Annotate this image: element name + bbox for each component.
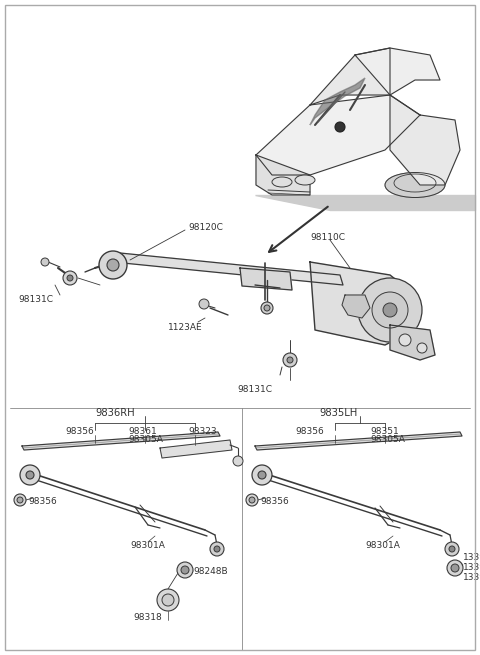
Circle shape [445, 542, 459, 556]
Text: 1339CD: 1339CD [463, 574, 480, 582]
Circle shape [258, 471, 266, 479]
Polygon shape [255, 432, 462, 450]
Text: 1339GH: 1339GH [463, 563, 480, 572]
Polygon shape [255, 195, 475, 210]
Circle shape [449, 546, 455, 552]
Circle shape [162, 594, 174, 606]
Polygon shape [256, 95, 420, 175]
Text: 98120C: 98120C [188, 223, 223, 233]
Text: 1339GA: 1339GA [463, 553, 480, 563]
Circle shape [41, 258, 49, 266]
Text: 98305A: 98305A [370, 436, 405, 445]
Polygon shape [390, 325, 435, 360]
Circle shape [372, 292, 408, 328]
Circle shape [233, 456, 243, 466]
Text: 98351: 98351 [370, 428, 399, 436]
Polygon shape [110, 252, 343, 285]
Text: 9836RH: 9836RH [95, 408, 135, 418]
Circle shape [358, 278, 422, 342]
Circle shape [335, 122, 345, 132]
Text: 9835LH: 9835LH [319, 408, 357, 418]
Text: 1123AE: 1123AE [168, 322, 203, 331]
Circle shape [283, 353, 297, 367]
Text: 98131C: 98131C [18, 295, 53, 305]
Circle shape [246, 494, 258, 506]
Circle shape [17, 497, 23, 503]
Circle shape [157, 589, 179, 611]
Text: 98301A: 98301A [130, 540, 165, 550]
Circle shape [67, 275, 73, 281]
Circle shape [26, 471, 34, 479]
Circle shape [20, 465, 40, 485]
Polygon shape [160, 440, 232, 458]
Text: 98305A: 98305A [128, 436, 163, 445]
Text: 98248B: 98248B [193, 567, 228, 576]
Polygon shape [310, 48, 390, 105]
Text: 98356: 98356 [295, 428, 324, 436]
Polygon shape [240, 268, 292, 290]
Text: 98356: 98356 [260, 496, 289, 506]
Polygon shape [310, 78, 365, 125]
Polygon shape [310, 262, 415, 345]
Text: 98361: 98361 [128, 428, 157, 436]
Text: 98356: 98356 [65, 428, 94, 436]
Circle shape [63, 271, 77, 285]
Polygon shape [355, 48, 440, 95]
Text: 98110C: 98110C [310, 233, 345, 242]
Polygon shape [390, 95, 460, 185]
Circle shape [181, 566, 189, 574]
Circle shape [264, 305, 270, 311]
Circle shape [199, 299, 209, 309]
Circle shape [107, 259, 119, 271]
Circle shape [252, 465, 272, 485]
Polygon shape [256, 155, 310, 195]
Ellipse shape [272, 177, 292, 187]
Text: 98131C: 98131C [238, 386, 273, 394]
Circle shape [14, 494, 26, 506]
Ellipse shape [385, 172, 445, 198]
Circle shape [447, 560, 463, 576]
Text: 98318: 98318 [133, 614, 162, 622]
Circle shape [399, 334, 411, 346]
Circle shape [249, 497, 255, 503]
Circle shape [210, 542, 224, 556]
Circle shape [177, 562, 193, 578]
Text: 98323: 98323 [188, 428, 216, 436]
Circle shape [99, 251, 127, 279]
Circle shape [451, 564, 459, 572]
Circle shape [261, 302, 273, 314]
Text: 98301A: 98301A [365, 540, 400, 550]
Circle shape [383, 303, 397, 317]
Circle shape [214, 546, 220, 552]
Circle shape [417, 343, 427, 353]
Ellipse shape [295, 175, 315, 185]
Text: 98356: 98356 [28, 496, 57, 506]
Polygon shape [22, 432, 220, 450]
Circle shape [287, 357, 293, 363]
Polygon shape [342, 295, 370, 318]
